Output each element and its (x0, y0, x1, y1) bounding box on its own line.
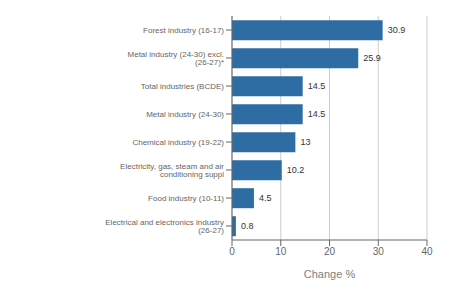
svg-text:25.9: 25.9 (363, 53, 381, 63)
svg-text:Food industry (10-11): Food industry (10-11) (148, 194, 224, 203)
svg-text:40: 40 (421, 246, 433, 257)
svg-text:Forest industry (16-17): Forest industry (16-17) (143, 26, 224, 35)
svg-text:Electrical and electronics ind: Electrical and electronics industry(26-2… (105, 218, 224, 235)
svg-text:0: 0 (229, 246, 235, 257)
svg-text:30.9: 30.9 (388, 25, 406, 35)
svg-text:13: 13 (300, 137, 310, 147)
svg-text:10: 10 (275, 246, 287, 257)
svg-text:Metal industry (24-30): Metal industry (24-30) (146, 110, 224, 119)
svg-text:Chemical industry (19-22): Chemical industry (19-22) (132, 138, 224, 147)
svg-text:14.5: 14.5 (308, 109, 326, 119)
svg-text:14.5: 14.5 (308, 81, 326, 91)
svg-text:Total industries (BCDE): Total industries (BCDE) (141, 82, 224, 91)
svg-text:30: 30 (373, 246, 385, 257)
svg-text:10.2: 10.2 (287, 165, 305, 175)
svg-text:0.8: 0.8 (241, 221, 254, 231)
svg-text:Electricity, gas, steam and ai: Electricity, gas, steam and aircondition… (120, 162, 224, 179)
svg-text:Change %: Change % (304, 268, 356, 280)
svg-text:Metal industry (24-30) excl.(2: Metal industry (24-30) excl.(26-27)* (128, 50, 224, 67)
svg-text:20: 20 (324, 246, 336, 257)
svg-text:4.5: 4.5 (259, 193, 272, 203)
